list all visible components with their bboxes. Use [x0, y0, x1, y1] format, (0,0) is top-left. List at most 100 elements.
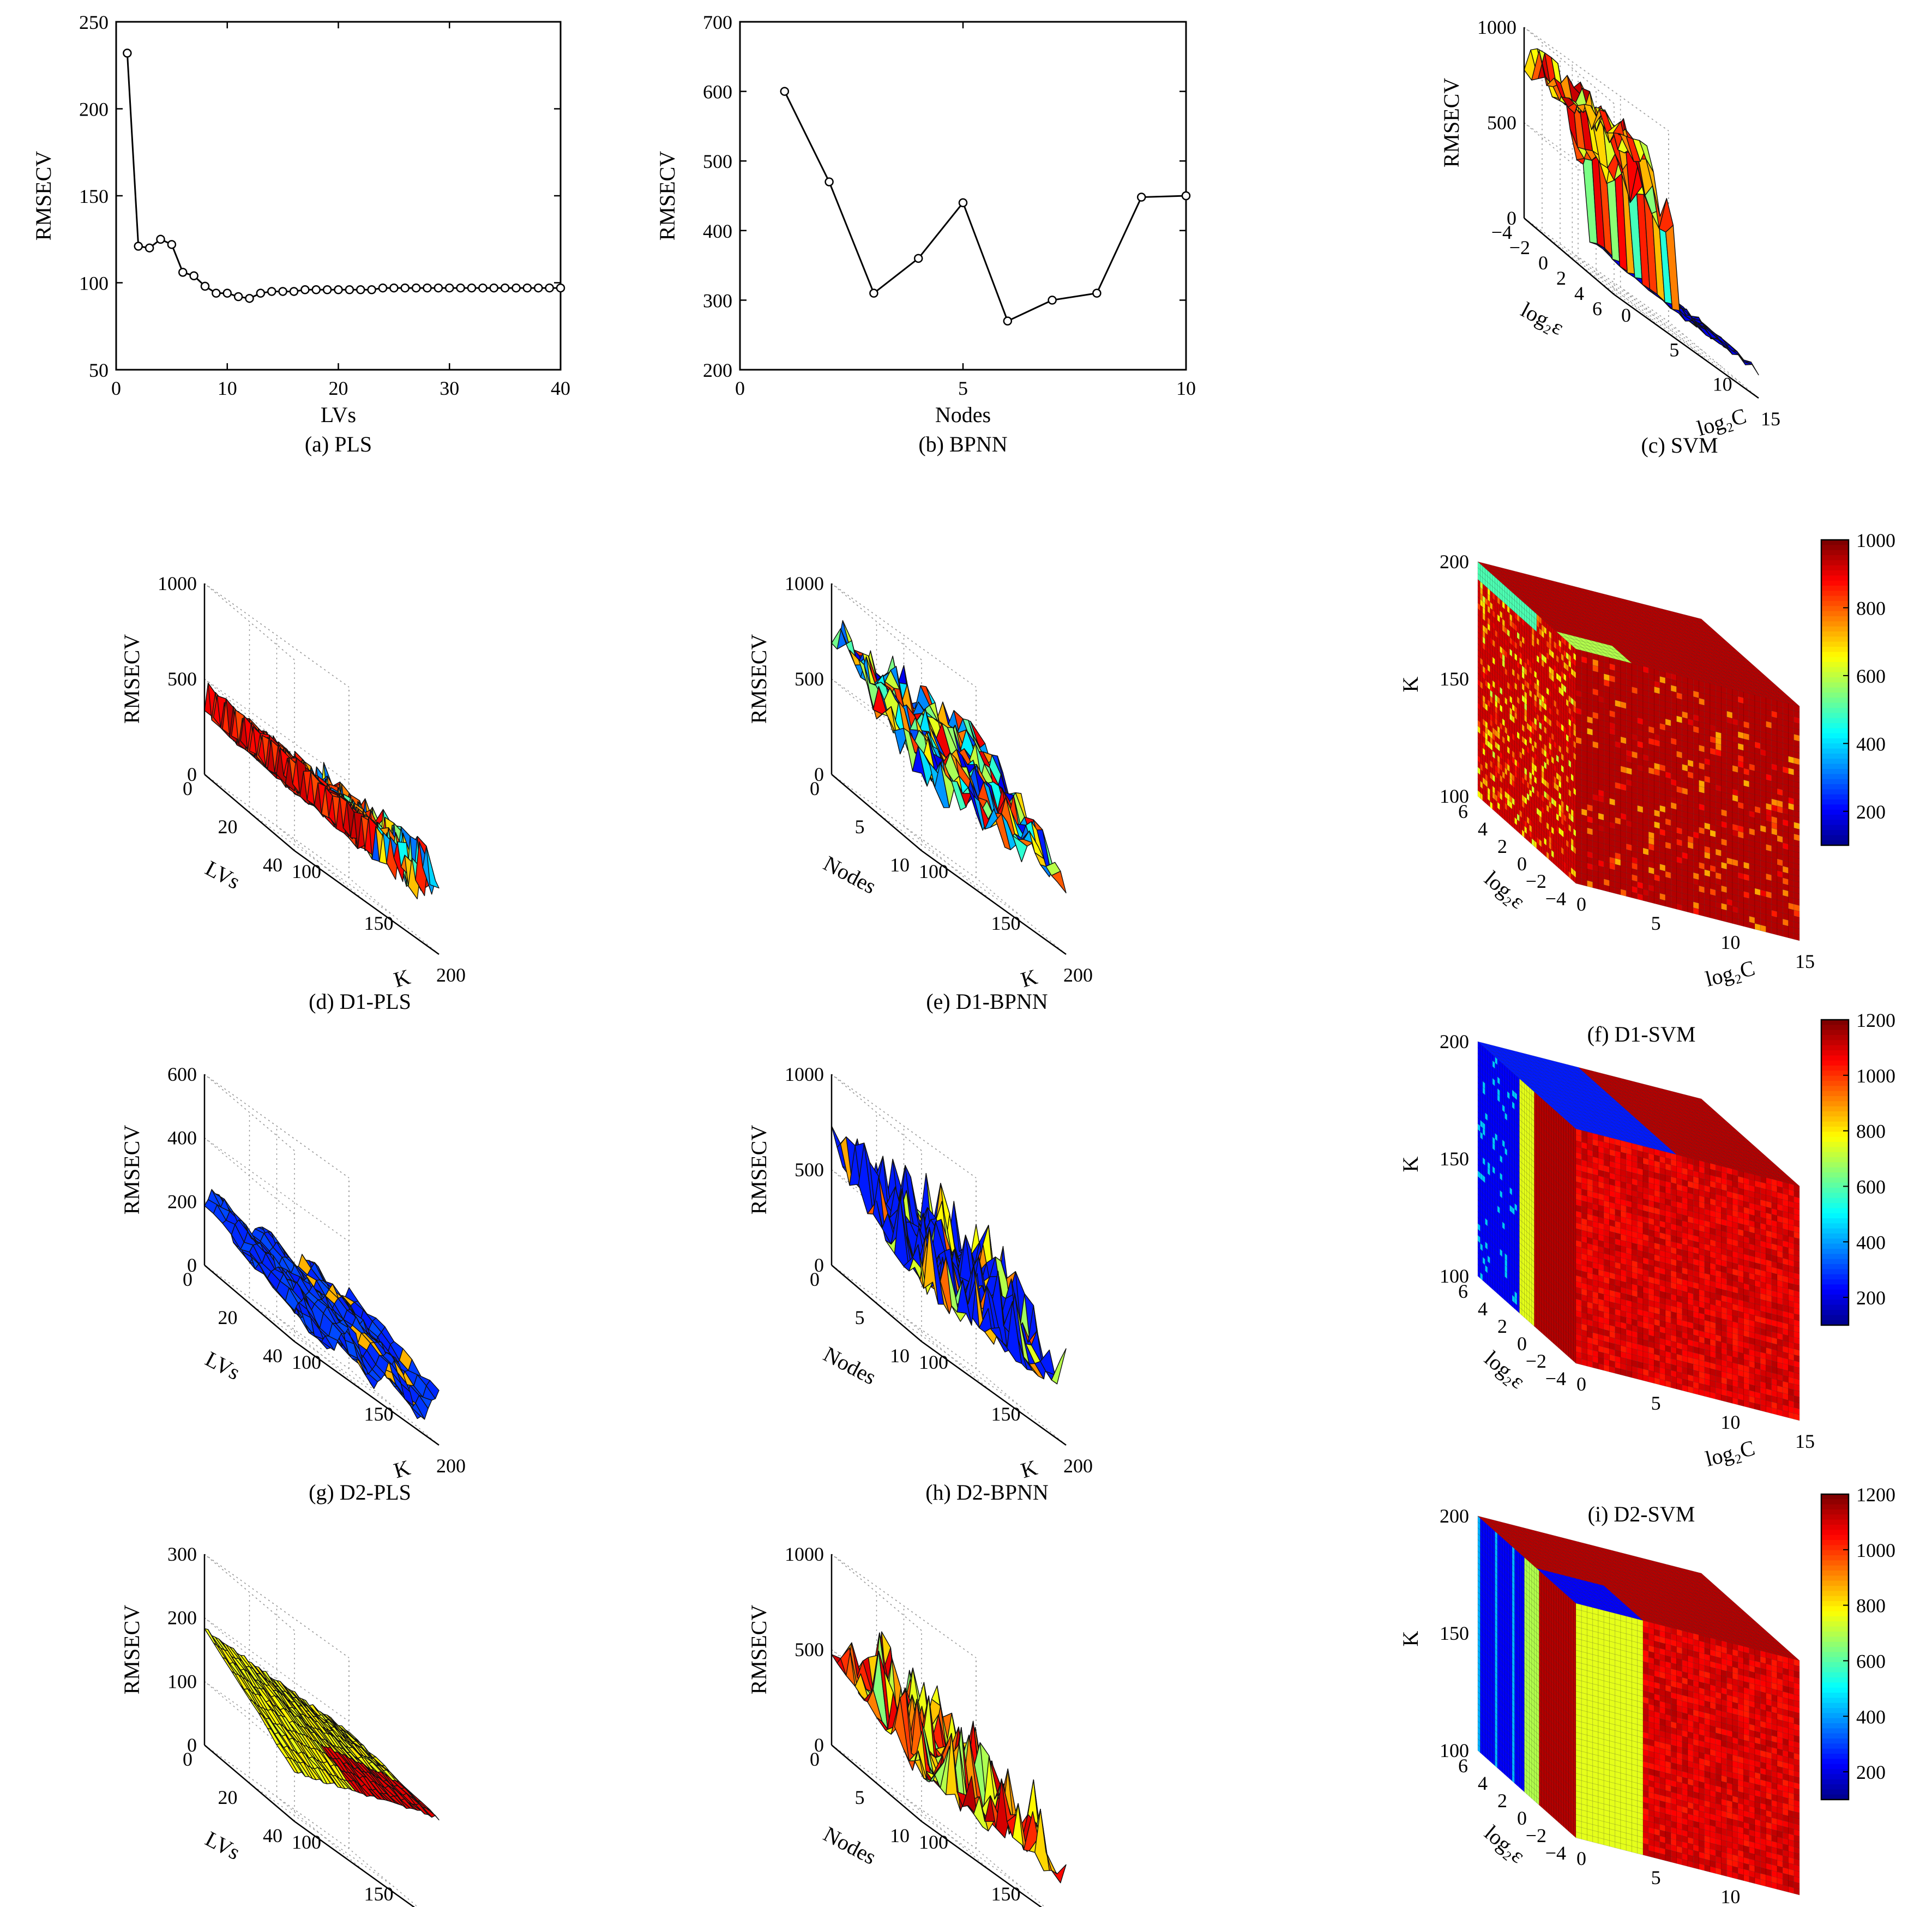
plot-frame: [740, 22, 1186, 370]
data-point: [190, 272, 198, 280]
data-point: [870, 290, 877, 297]
z-tick-label: 0: [814, 763, 824, 785]
data-point: [335, 286, 342, 293]
data-point: [523, 284, 531, 292]
y-tick-label: 5: [855, 816, 865, 838]
data-point: [268, 287, 275, 295]
data-point: [379, 284, 387, 292]
x-tick-label: 10: [1713, 374, 1732, 395]
series-line: [127, 53, 561, 298]
y-tick-label: 50: [89, 359, 109, 381]
data-point: [401, 284, 409, 292]
panel-caption: (a) PLS: [305, 432, 372, 456]
panel-caption: (e) D1-BPNN: [926, 989, 1048, 1014]
data-point: [1049, 296, 1056, 304]
data-point: [1004, 317, 1012, 325]
x-tick-label: 200: [1063, 964, 1093, 986]
y-tick-label: 600: [703, 81, 732, 103]
y-tick-label: 100: [79, 273, 109, 294]
plot-frame: [116, 22, 561, 370]
data-point: [224, 290, 231, 297]
y-tick-label: 300: [703, 290, 732, 311]
surface-patch: [1737, 351, 1751, 362]
data-point: [1093, 290, 1100, 297]
data-point: [179, 268, 186, 276]
x-tick-label: 5: [1669, 339, 1679, 360]
surface-patch: [1051, 871, 1066, 893]
x-tick-label: 0: [1621, 304, 1631, 326]
y-tick-label: 0: [1538, 252, 1548, 274]
data-point: [312, 286, 320, 293]
y-axis-line: [832, 774, 922, 851]
x-axis-label: K: [1018, 964, 1040, 992]
y-tick-label: 250: [79, 11, 109, 33]
y-tick-label: 500: [703, 151, 732, 172]
y-axis-label: LVs: [201, 856, 244, 894]
z-tick-label: 500: [167, 668, 197, 690]
y-tick-label: 20: [218, 816, 238, 838]
data-point: [412, 284, 420, 292]
data-point: [781, 88, 789, 95]
y-tick-label: 200: [79, 99, 109, 121]
x-tick-label: 10: [1176, 377, 1196, 399]
y-axis-line: [204, 774, 294, 851]
x-tick-label: 100: [292, 861, 321, 882]
data-point: [290, 287, 298, 295]
x-tick-label: 20: [329, 377, 348, 399]
panel-d: 1001502004020005001000KLVsRMSECV(d) D1-P…: [119, 573, 466, 1014]
data-point: [201, 282, 209, 290]
panel-e: 100150200105005001000KNodesRMSECV(e) D1-…: [747, 573, 1093, 1014]
data-point: [826, 178, 833, 185]
x-tick-label: 150: [364, 912, 394, 934]
data-point: [146, 244, 153, 252]
x-axis-label: LVs: [321, 402, 356, 427]
y-tick-label: 150: [79, 185, 109, 207]
data-point: [457, 284, 465, 292]
z-axis-label: RMSECV: [119, 634, 144, 724]
data-point: [135, 243, 142, 250]
z-tick-label: 1000: [1477, 16, 1516, 38]
top-edge: [204, 583, 294, 660]
data-point: [390, 284, 398, 292]
data-point: [279, 287, 287, 295]
series-line: [785, 92, 1186, 321]
y-tick-label: 700: [703, 11, 732, 33]
z-tick-label: 500: [795, 668, 824, 690]
top-edge: [204, 583, 349, 687]
panel-caption: (c) SVM: [1641, 433, 1718, 458]
x-tick-label: 10: [218, 377, 237, 399]
data-point: [357, 286, 364, 293]
y-axis-label: log₂ε: [1517, 297, 1568, 340]
y-tick-label: 400: [703, 220, 732, 242]
z-tick-label: 1000: [158, 573, 197, 594]
z-tick-label: 1000: [785, 573, 824, 594]
data-point: [157, 236, 165, 243]
y-tick-label: 2: [1556, 267, 1566, 289]
y-tick-label: 40: [263, 854, 282, 876]
data-point: [246, 294, 254, 302]
y-tick-label: 200: [703, 359, 732, 381]
data-point: [1137, 194, 1145, 201]
data-point: [234, 293, 242, 300]
x-tick-label: 100: [919, 861, 948, 882]
top-edge: [832, 583, 922, 660]
x-tick-label: 30: [440, 377, 459, 399]
data-point: [914, 255, 922, 262]
panel-caption: (b) BPNN: [918, 432, 1007, 456]
data-point: [501, 284, 509, 292]
data-point: [1182, 192, 1190, 200]
x-tick-label: 150: [991, 912, 1021, 934]
data-point: [435, 284, 442, 292]
data-point: [301, 286, 309, 293]
x-tick-label: 40: [551, 377, 570, 399]
y-tick-label: 4: [1574, 282, 1584, 304]
x-tick-label: 0: [111, 377, 121, 399]
data-point: [123, 49, 131, 57]
x-tick-label: 5: [958, 377, 968, 399]
y-tick-label: 10: [890, 854, 910, 876]
x-tick-label: 0: [735, 377, 745, 399]
panel-caption: (d) D1-PLS: [309, 989, 411, 1014]
data-point: [257, 290, 264, 297]
z-axis-label: RMSECV: [1439, 78, 1464, 168]
z-axis-label: RMSECV: [747, 634, 771, 724]
